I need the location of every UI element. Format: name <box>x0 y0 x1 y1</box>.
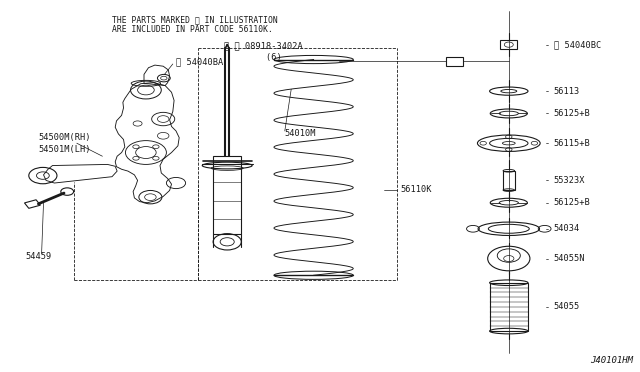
Text: 54010M: 54010M <box>285 129 316 138</box>
Text: ※ 54040BC: ※ 54040BC <box>554 40 601 49</box>
Text: ※ ⓝ 08918-3402A
        (6): ※ ⓝ 08918-3402A (6) <box>224 42 303 62</box>
Bar <box>24 200 40 208</box>
Bar <box>490 283 528 331</box>
Bar <box>213 156 241 234</box>
Text: 56110K: 56110K <box>400 185 431 194</box>
Bar <box>500 40 517 49</box>
Text: 54034: 54034 <box>554 224 580 233</box>
Text: 56113: 56113 <box>554 87 580 96</box>
Text: 56115+B: 56115+B <box>554 139 590 148</box>
Text: J40101HM: J40101HM <box>591 356 634 365</box>
Text: ※ 54040BA: ※ 54040BA <box>176 57 223 66</box>
Text: 54055N: 54055N <box>554 254 585 263</box>
Text: 54055: 54055 <box>554 302 580 311</box>
Bar <box>503 171 515 190</box>
Text: 56125+B: 56125+B <box>554 109 590 118</box>
Text: THE PARTS MARKED ※ IN ILLUSTRATION
ARE INCLUDED IN PART CODE 56110K.: THE PARTS MARKED ※ IN ILLUSTRATION ARE I… <box>112 15 278 34</box>
Text: 54500M(RH)
54501M(LH): 54500M(RH) 54501M(LH) <box>38 133 91 154</box>
Text: 55323X: 55323X <box>554 176 585 185</box>
Text: 54459: 54459 <box>26 252 52 261</box>
Text: 56125+B: 56125+B <box>554 198 590 207</box>
Bar <box>446 57 463 66</box>
